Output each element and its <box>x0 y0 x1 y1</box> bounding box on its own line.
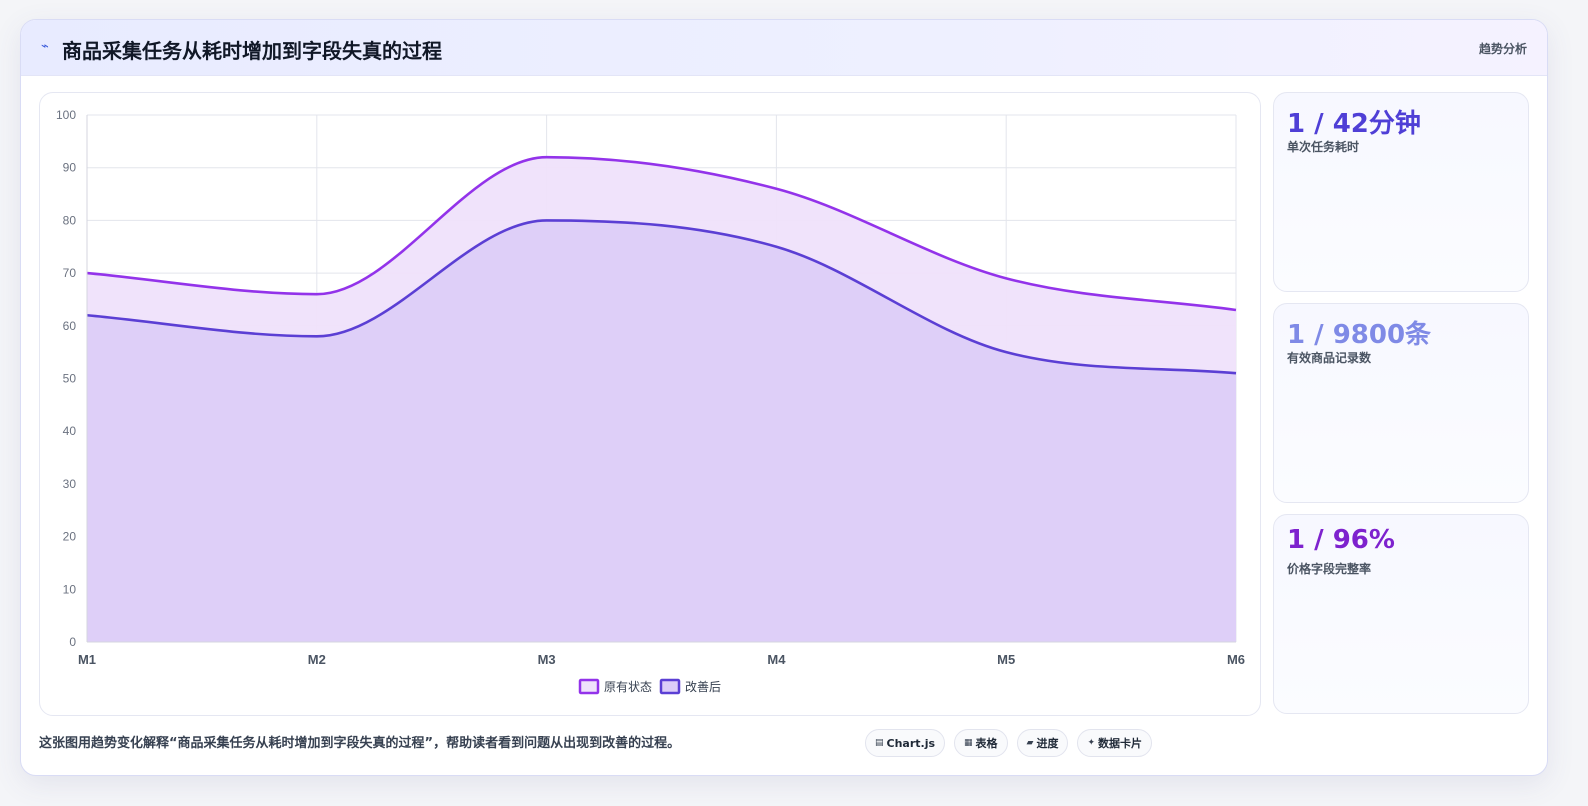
area-chart: 0 10 20 30 40 50 60 70 80 90 100 M1 M2 M3 M4 M5 M6 原有状态 改善… <box>56 108 1245 695</box>
x-tick-label: M6 <box>1227 652 1245 667</box>
kpi-value: 1 / 96% <box>1287 525 1395 555</box>
kpi-label: 单次任务耗时 <box>1287 140 1360 154</box>
y-tick-label: 40 <box>63 424 77 438</box>
x-tick-label: M1 <box>78 652 96 667</box>
chart-panel: 0 10 20 30 40 50 60 70 80 90 100 M1 M2 M3 M4 M5 M6 原有状态 改善… <box>39 92 1261 716</box>
x-tick-label: M5 <box>997 652 1015 667</box>
y-tick-label: 20 <box>63 530 77 544</box>
feature-chips: ▤ Chart.js ▦ 表格 ▰ 进度 ✦ 数据卡片 <box>865 729 1153 757</box>
legend-swatch <box>578 678 600 695</box>
y-tick-label: 60 <box>63 319 77 333</box>
chip-chartjs[interactable]: ▤ Chart.js <box>865 729 946 757</box>
card-header: ⌁ 商品采集任务从耗时增加到字段失真的过程 趋势分析 <box>21 20 1547 76</box>
chip-table[interactable]: ▦ 表格 <box>954 729 1008 757</box>
kpi-value: 1 / 42分钟 <box>1287 109 1421 139</box>
y-tick-label: 50 <box>63 372 77 386</box>
progress-icon: ▰ <box>1026 738 1034 748</box>
x-tick-label: M2 <box>308 652 326 667</box>
kpi-value: 1 / 9800条 <box>1287 320 1432 350</box>
header-tag: 趋势分析 <box>1478 42 1527 56</box>
chart-card: ⌁ 商品采集任务从耗时增加到字段失真的过程 趋势分析 0 10 20 30 40 50 60… <box>20 19 1548 776</box>
trend-icon: ⌁ <box>41 39 49 54</box>
sparkle-icon: ✦ <box>1087 738 1096 748</box>
y-tick-label: 70 <box>63 266 77 280</box>
kpi-card-price-completeness: 1 / 96% 价格字段完整率 <box>1273 514 1529 714</box>
y-tick-label: 10 <box>63 582 77 596</box>
y-tick-label: 80 <box>63 213 77 227</box>
legend-label: 原有状态 <box>604 680 652 694</box>
y-tick-label: 30 <box>63 477 77 491</box>
y-tick-label: 90 <box>63 161 77 175</box>
series-line-1 <box>86 219 1237 375</box>
chip-label: 进度 <box>1036 737 1059 750</box>
chart-icon: ▤ <box>875 738 884 748</box>
kpi-card-record-count: 1 / 9800条 有效商品记录数 <box>1273 303 1529 503</box>
kpi-card-task-time: 1 / 42分钟 单次任务耗时 <box>1273 92 1529 292</box>
y-tick-label: 0 <box>69 635 76 649</box>
kpi-label: 有效商品记录数 <box>1287 351 1372 365</box>
page-title: 商品采集任务从耗时增加到字段失真的过程 <box>62 39 442 63</box>
chip-label: Chart.js <box>886 736 936 750</box>
legend-label: 改善后 <box>685 679 721 694</box>
chip-label: 表格 <box>975 737 998 750</box>
series-line-0 <box>86 155 1237 312</box>
legend-swatch <box>659 678 681 695</box>
table-icon: ▦ <box>964 738 973 748</box>
x-tick-label: M4 <box>767 652 786 667</box>
chart-description: 这张图用趋势变化解释“商品采集任务从耗时增加到字段失真的过程”，帮助读者看到问题… <box>39 736 681 751</box>
series-area-1 <box>87 220 1236 642</box>
chip-label: 数据卡片 <box>1098 737 1143 750</box>
kpi-label: 价格字段完整率 <box>1287 562 1372 576</box>
chip-data-card[interactable]: ✦ 数据卡片 <box>1077 729 1153 757</box>
y-tick-label: 100 <box>56 108 76 122</box>
chip-progress[interactable]: ▰ 进度 <box>1016 729 1069 757</box>
x-tick-label: M3 <box>538 652 556 667</box>
